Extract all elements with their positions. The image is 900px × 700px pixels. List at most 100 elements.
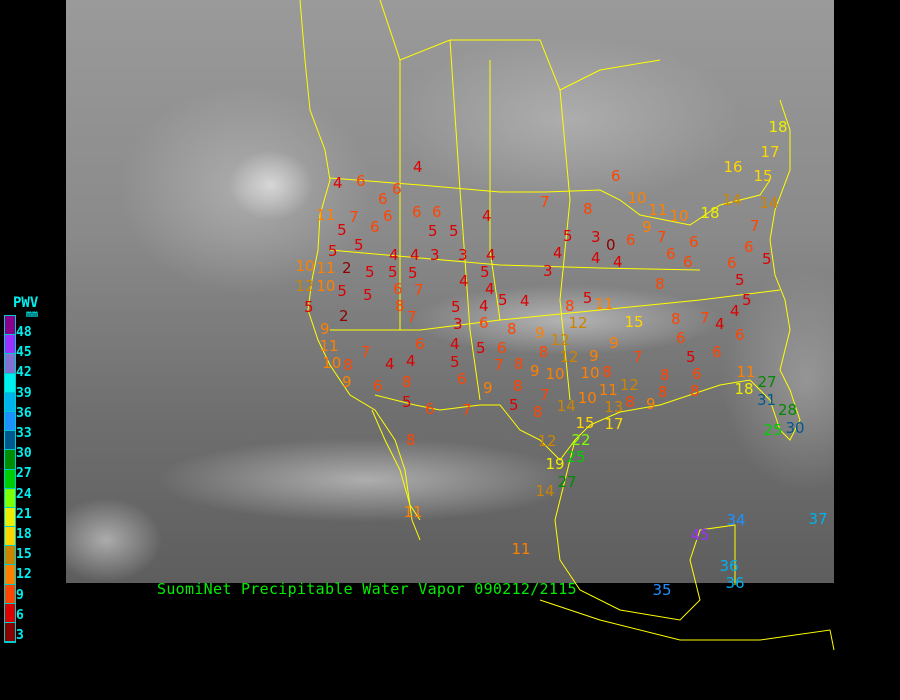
station-pwv-value: 10 [295, 256, 315, 275]
station-pwv-value: 15 [624, 312, 644, 331]
station-pwv-value: 12 [559, 348, 579, 367]
station-pwv-value: 4 [730, 301, 740, 320]
station-pwv-value: 4 [410, 245, 420, 264]
legend-label: 3 [16, 628, 24, 643]
legend-title: PWV [13, 295, 39, 311]
station-pwv-value: 6 [393, 279, 403, 298]
station-pwv-value: 3 [453, 314, 463, 333]
station-pwv-value: 6 [744, 237, 754, 256]
station-pwv-value: 11 [316, 205, 336, 224]
station-pwv-value: 11 [598, 381, 618, 399]
station-pwv-value: 6 [626, 230, 636, 249]
station-pwv-value: 10 [669, 206, 689, 225]
legend-label: 12 [16, 567, 32, 583]
station-pwv-value: 6 [378, 190, 388, 208]
station-pwv-value: 5 [428, 221, 438, 240]
legend-label: 21 [16, 506, 32, 522]
station-pwv-value: 6 [676, 328, 686, 347]
station-pwv-value: 4 [450, 334, 460, 353]
station-pwv-value: 12 [537, 431, 557, 450]
station-pwv-value: 4 [389, 245, 399, 264]
legend-label: 27 [16, 466, 32, 482]
legend-swatch [5, 373, 15, 393]
legend-label: 48 [16, 325, 32, 340]
station-pwv-value: 5 [450, 352, 460, 371]
station-pwv-value: 34 [726, 510, 746, 529]
station-pwv-value: 8 [583, 199, 593, 218]
station-pwv-value: 14 [535, 481, 555, 500]
legend-label: 30 [16, 446, 32, 462]
legend-swatch [5, 507, 15, 528]
station-pwv-value: 8 [671, 309, 681, 328]
pacific-coastline [299, 0, 421, 541]
station-pwv-value: 5 [451, 297, 461, 316]
legend-label: 45 [16, 345, 32, 361]
station-pwv-value: 4 [485, 280, 495, 299]
mexico-coastline [554, 439, 736, 621]
station-pwv-value: 14 [722, 190, 742, 209]
station-pwv-value: 17 [604, 415, 624, 433]
station-pwv-value: 2 [339, 306, 349, 325]
station-pwv-value: 9 [530, 361, 540, 380]
station-pwv-value: 10 [580, 364, 600, 382]
station-pwv-value: 16 [723, 157, 743, 176]
us-canada-border [329, 177, 771, 226]
station-pwv-value: 8 [655, 274, 665, 293]
station-pwv-value: 12 [295, 276, 315, 295]
station-pwv-value: 11 [316, 258, 336, 277]
station-pwv-value: 5 [388, 262, 398, 281]
station-pwv-value: 7 [494, 355, 504, 374]
station-pwv-value: 6 [712, 342, 722, 361]
legend-label: 36 [16, 405, 32, 421]
station-pwv-value: 9 [646, 394, 656, 413]
legend-swatch [5, 392, 15, 412]
station-pwv-value: 8 [660, 366, 670, 384]
station-pwv-value: 8 [406, 430, 416, 449]
station-pwv-value: 7 [462, 400, 472, 419]
station-pwv-value: 4 [520, 291, 530, 310]
station-pwv-value: 4 [553, 244, 563, 262]
central-america-coast [539, 599, 835, 651]
station-pwv-value: 2 [342, 258, 352, 277]
legend-swatch [5, 431, 15, 451]
station-pwv-value: 30 [785, 418, 805, 437]
legend-color-bar [4, 315, 16, 644]
station-pwv-value: 6 [683, 252, 693, 271]
station-pwv-value: 12 [550, 331, 570, 350]
station-pwv-value: 6 [373, 376, 383, 395]
station-pwv-value: 8 [343, 356, 353, 374]
station-pwv-value: 8 [507, 319, 517, 338]
station-pwv-value: 9 [589, 346, 599, 365]
station-pwv-value: 3 [430, 245, 440, 264]
station-pwv-value: 6 [392, 179, 402, 198]
station-pwv-value: 7 [657, 227, 667, 246]
station-pwv-value: 27 [757, 372, 777, 391]
legend-label: 9 [16, 587, 24, 603]
legend-swatch [5, 335, 15, 355]
state-line [329, 249, 701, 271]
station-pwv-value: 7 [349, 207, 359, 226]
legend-swatch [5, 488, 15, 508]
station-pwv-value: 31 [757, 390, 777, 409]
station-pwv-value: 6 [412, 202, 422, 221]
station-pwv-value: 7 [750, 216, 760, 235]
station-pwv-value: 6 [666, 244, 676, 263]
station-pwv-value: 3 [543, 261, 553, 280]
state-line [330, 289, 781, 331]
legend-swatch [5, 469, 15, 489]
station-pwv-value: 7 [540, 386, 550, 404]
station-pwv-value: 5 [735, 271, 745, 289]
station-pwv-value: 6 [611, 166, 621, 185]
station-pwv-value: 6 [457, 369, 467, 388]
station-pwv-value: 6 [735, 325, 745, 344]
station-pwv-value: 27 [557, 472, 577, 491]
station-pwv-value: 11 [736, 362, 756, 381]
legend-label: 33 [16, 426, 32, 441]
station-pwv-value: 7 [540, 192, 550, 211]
station-pwv-value: 10 [322, 353, 342, 372]
station-pwv-value: 18 [734, 379, 754, 398]
station-pwv-value: 5 [408, 263, 418, 282]
station-pwv-value: 5 [337, 281, 347, 300]
station-pwv-value: 8 [690, 381, 700, 400]
